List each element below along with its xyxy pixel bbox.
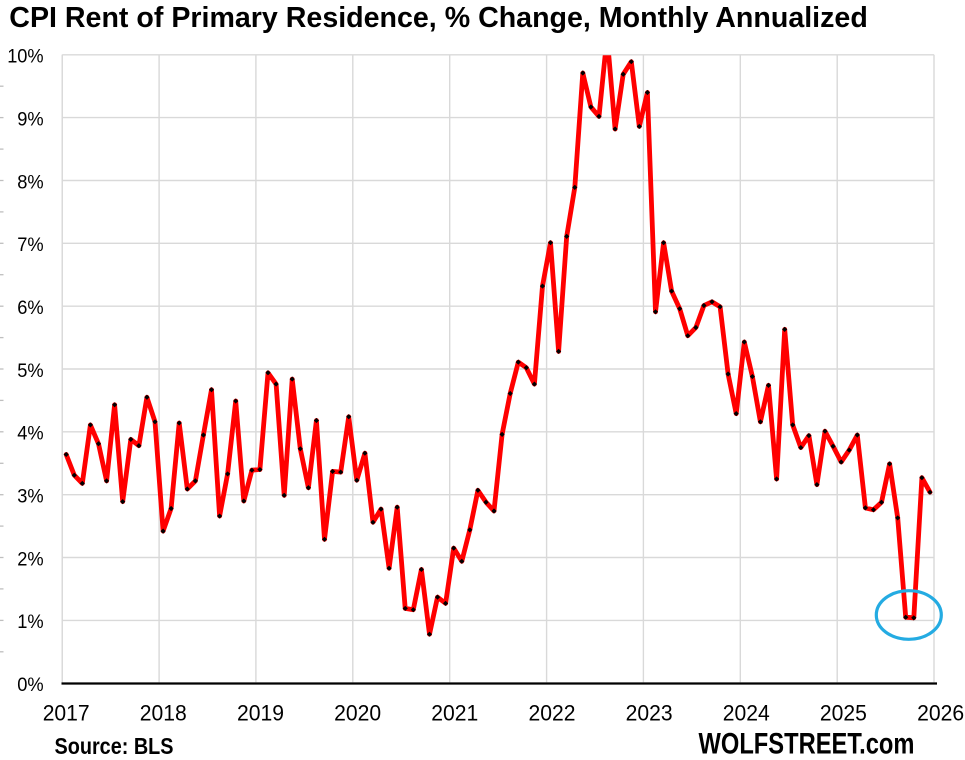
svg-text:4%: 4% <box>17 424 43 445</box>
svg-text:CPI Rent of Primary Residence,: CPI Rent of Primary Residence, % Change,… <box>9 2 868 34</box>
svg-text:2%: 2% <box>17 549 43 570</box>
svg-text:2017: 2017 <box>43 701 90 726</box>
svg-text:2019: 2019 <box>237 701 284 726</box>
svg-text:0%: 0% <box>17 675 43 696</box>
svg-text:1%: 1% <box>17 612 43 633</box>
svg-text:2024: 2024 <box>723 701 770 726</box>
svg-text:WOLFSTREET.com: WOLFSTREET.com <box>699 728 915 760</box>
svg-text:2023: 2023 <box>626 701 673 726</box>
svg-text:2025: 2025 <box>820 701 867 726</box>
svg-text:2018: 2018 <box>140 701 187 726</box>
svg-text:2021: 2021 <box>431 701 478 726</box>
svg-text:10%: 10% <box>7 47 43 68</box>
svg-text:6%: 6% <box>17 298 43 319</box>
svg-text:9%: 9% <box>17 109 43 130</box>
svg-text:7%: 7% <box>17 235 43 256</box>
svg-text:2026: 2026 <box>917 701 964 726</box>
svg-text:8%: 8% <box>17 172 43 193</box>
svg-text:Source: BLS: Source: BLS <box>55 733 174 759</box>
svg-text:5%: 5% <box>17 361 43 382</box>
svg-text:2020: 2020 <box>334 701 381 726</box>
svg-text:2022: 2022 <box>529 701 576 726</box>
svg-text:3%: 3% <box>17 487 43 508</box>
